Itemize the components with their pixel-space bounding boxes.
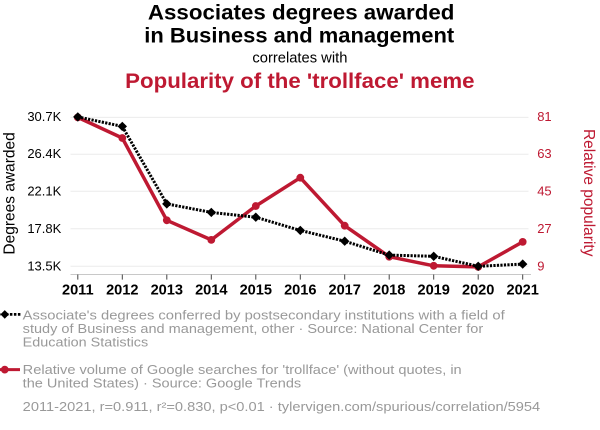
svg-text:2013: 2013 (151, 282, 183, 298)
svg-text:in Business and management: in Business and management (144, 24, 454, 47)
svg-text:Popularity of the 'trollface': Popularity of the 'trollface' meme (125, 70, 474, 93)
svg-text:2011: 2011 (62, 282, 94, 298)
svg-text:30.7K: 30.7K (27, 109, 61, 124)
svg-text:45: 45 (537, 184, 551, 199)
svg-text:17.8K: 17.8K (27, 221, 61, 236)
svg-text:2014: 2014 (195, 282, 228, 298)
svg-text:Education Statistics: Education Statistics (23, 334, 149, 349)
svg-text:26.4K: 26.4K (27, 146, 61, 161)
svg-text:2016: 2016 (284, 282, 316, 298)
svg-text:2015: 2015 (240, 282, 272, 298)
svg-text:81: 81 (537, 109, 551, 124)
svg-text:Degrees awarded: Degrees awarded (2, 132, 19, 254)
svg-text:correlates with: correlates with (252, 51, 347, 67)
svg-text:2011-2021, r=0.911, r²=0.830,: 2011-2021, r=0.911, r²=0.830, p<0.01 · t… (23, 399, 541, 414)
svg-text:13.5K: 13.5K (27, 259, 61, 274)
svg-text:Associates degrees awarded: Associates degrees awarded (148, 1, 455, 24)
svg-text:2012: 2012 (106, 282, 138, 298)
svg-text:study of Business and manageme: study of Business and management, other … (23, 321, 484, 336)
svg-text:2018: 2018 (373, 282, 405, 298)
svg-text:2019: 2019 (417, 282, 449, 298)
svg-text:Associate's degrees conferred: Associate's degrees conferred by postsec… (23, 307, 505, 322)
svg-text:Relative popularity: Relative popularity (580, 129, 597, 257)
svg-text:2020: 2020 (462, 282, 494, 298)
svg-text:2021: 2021 (506, 282, 538, 298)
svg-text:63: 63 (537, 146, 551, 161)
svg-text:22.1K: 22.1K (27, 184, 61, 199)
svg-text:Relative volume of Google sear: Relative volume of Google searches for '… (23, 362, 462, 377)
svg-text:27: 27 (537, 221, 551, 236)
svg-text:the United States) · Source: G: the United States) · Source: Google Tren… (23, 376, 302, 391)
svg-text:2017: 2017 (328, 282, 360, 298)
svg-text:9: 9 (537, 259, 544, 274)
